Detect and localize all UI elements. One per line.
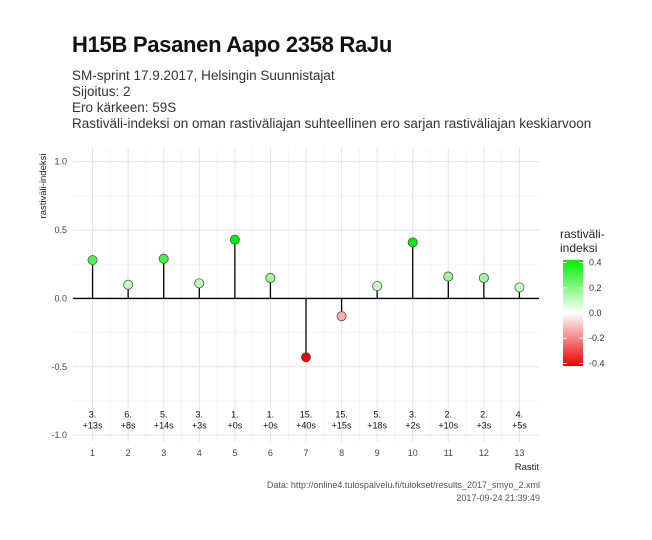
rank-label: 15. <box>300 409 313 419</box>
x-tick-label: 1 <box>90 448 95 458</box>
diff-label: +2s <box>405 420 420 430</box>
x-tick-label: 13 <box>514 448 524 458</box>
subtitle-event: SM-sprint 17.9.2017, Helsingin Suunnista… <box>72 68 335 83</box>
legend-tick-label: 0.4 <box>589 258 602 268</box>
y-axis-title: rastiväli-indeksi <box>38 154 49 219</box>
rank-label: 2. <box>480 409 488 419</box>
y-tick-label: 1.0 <box>54 157 67 167</box>
point-control-11 <box>443 271 454 282</box>
diff-label: +0s <box>227 420 242 430</box>
point-control-9 <box>372 281 383 292</box>
legend-tick-label: 0.2 <box>589 283 602 293</box>
rank-labels: 3.+13s6.+8s5.+14s3.+3s1.+0s1.+0s15.+40s1… <box>83 409 528 430</box>
legend-title-line-2: indeksi <box>560 241 597 255</box>
x-tick-label: 10 <box>408 448 418 458</box>
grid-lines <box>73 148 539 442</box>
diff-label: +10s <box>438 420 458 430</box>
x-tick-label: 8 <box>339 448 344 458</box>
subtitle-gap: Ero kärkeen: 59S <box>72 100 177 115</box>
y-tick-label: -0.5 <box>51 362 67 372</box>
point-control-12 <box>478 272 489 283</box>
rank-label: 3. <box>196 409 204 419</box>
rank-label: 3. <box>409 409 417 419</box>
diff-label: +40s <box>296 420 316 430</box>
timestamp-caption: 2017-09-24 21:39:49 <box>456 493 540 503</box>
legend-colorbar <box>563 260 583 366</box>
point-control-7 <box>300 352 311 363</box>
point-control-6 <box>265 272 276 283</box>
x-tick-label: 12 <box>479 448 489 458</box>
legend-title-line-1: rastiväli- <box>560 227 605 241</box>
point-control-13 <box>514 282 525 293</box>
rank-label: 3. <box>89 409 97 419</box>
chart-title: H15B Pasanen Aapo 2358 RaJu <box>72 32 393 57</box>
rank-label: 1. <box>231 409 239 419</box>
point-control-4 <box>194 278 205 289</box>
x-tick-label: 3 <box>161 448 166 458</box>
legend-tick-label: -0.2 <box>589 333 605 343</box>
subtitle-description: Rastiväli-indeksi on oman rastiväliajan … <box>72 116 592 131</box>
points <box>87 234 525 363</box>
rank-label: 5. <box>160 409 168 419</box>
x-axis-title: Rastit <box>515 462 540 473</box>
x-tick-label: 6 <box>268 448 273 458</box>
rank-label: 1. <box>267 409 275 419</box>
diff-label: +0s <box>263 420 278 430</box>
rank-label: 6. <box>124 409 132 419</box>
diff-label: +3s <box>192 420 207 430</box>
point-control-10 <box>407 237 418 248</box>
x-tick-label: 9 <box>375 448 380 458</box>
diff-label: +3s <box>476 420 491 430</box>
color-legend: rastiväli-indeksi 0.4 0.2 0.0 -0.2 -0.4 <box>560 227 605 368</box>
point-control-8 <box>336 311 347 322</box>
point-control-1 <box>87 255 98 266</box>
point-control-2 <box>123 279 134 290</box>
diff-label: +18s <box>367 420 387 430</box>
legend-tick-label: 0.0 <box>589 308 602 318</box>
x-tick-label: 7 <box>303 448 308 458</box>
diff-label: +13s <box>83 420 103 430</box>
y-tick-label: -1.0 <box>51 430 67 440</box>
point-control-5 <box>229 234 240 245</box>
subtitle-placing: Sijoitus: 2 <box>72 84 131 99</box>
diff-label: +8s <box>121 420 136 430</box>
legend-tick-label: -0.4 <box>589 358 605 368</box>
diff-label: +15s <box>332 420 352 430</box>
rank-label: 4. <box>516 409 524 419</box>
diff-label: +14s <box>154 420 174 430</box>
y-tick-label: 0.0 <box>54 293 67 303</box>
rank-label: 15. <box>335 409 348 419</box>
data-source-caption: Data: http://online4.tulospalvelu.fi/tul… <box>266 480 540 490</box>
x-tick-label: 5 <box>232 448 237 458</box>
rank-label: 2. <box>445 409 453 419</box>
axes: -1.0-0.50.00.51.01 2 3 4 5 6 7 8 9 10 11 12 13Rastit… <box>38 154 539 473</box>
x-tick-label: 4 <box>197 448 202 458</box>
y-tick-label: 0.5 <box>54 225 67 235</box>
rank-label: 5. <box>373 409 381 419</box>
x-tick-label: 11 <box>444 448 453 458</box>
x-tick-label: 2 <box>126 448 131 458</box>
point-control-3 <box>158 253 169 264</box>
diff-label: +5s <box>512 420 527 430</box>
